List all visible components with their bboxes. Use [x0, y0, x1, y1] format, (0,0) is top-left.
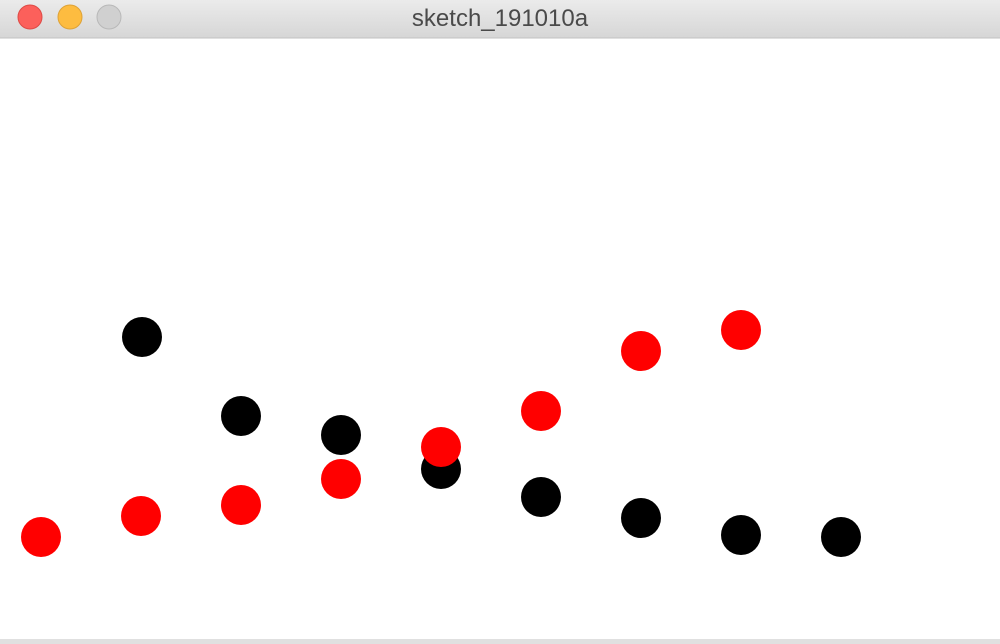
black-balls — [122, 317, 861, 557]
ball — [621, 498, 661, 538]
window-title: sketch_191010a — [412, 5, 589, 32]
red-balls — [21, 310, 761, 557]
ball — [721, 515, 761, 555]
close-button[interactable] — [17, 4, 43, 30]
ball — [621, 331, 661, 371]
ball — [321, 459, 361, 499]
ball — [421, 427, 461, 467]
minimize-button[interactable] — [57, 4, 83, 30]
ball — [321, 415, 361, 455]
ball — [121, 496, 161, 536]
ball — [21, 517, 61, 557]
ball — [122, 317, 162, 357]
ball — [221, 396, 261, 436]
ball — [521, 477, 561, 517]
ball — [821, 517, 861, 557]
ball — [221, 485, 261, 525]
window-bottom-edge — [0, 639, 1000, 644]
ball — [521, 391, 561, 431]
ball — [721, 310, 761, 350]
title-bar — [0, 0, 1000, 38]
zoom-button[interactable] — [96, 4, 122, 30]
